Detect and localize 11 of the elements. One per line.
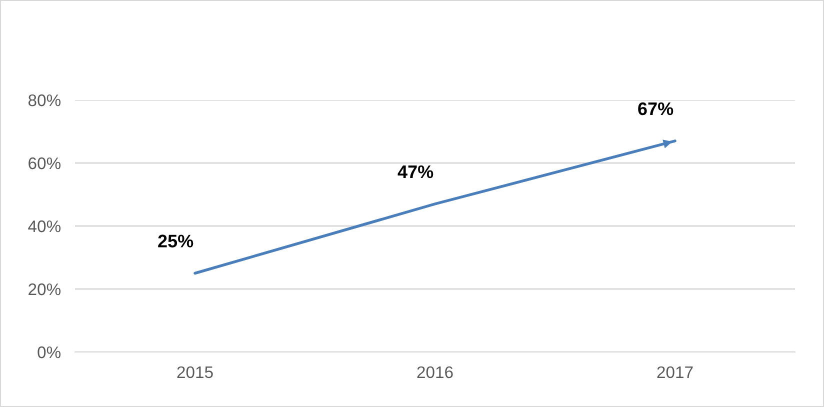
data-label: 47% xyxy=(398,165,434,178)
x-tick-label: 2016 xyxy=(417,366,453,378)
x-tick-label: 2017 xyxy=(657,366,693,378)
y-tick-label: 40% xyxy=(28,220,61,232)
x-tick-label: 2015 xyxy=(177,366,213,378)
data-label: 25% xyxy=(158,234,194,248)
y-tick-label: 0% xyxy=(38,346,61,358)
y-tick-label: 60% xyxy=(28,157,61,170)
data-label: 67% xyxy=(638,102,674,116)
y-tick-label: 80% xyxy=(28,94,61,106)
y-tick-label: 20% xyxy=(28,283,61,296)
